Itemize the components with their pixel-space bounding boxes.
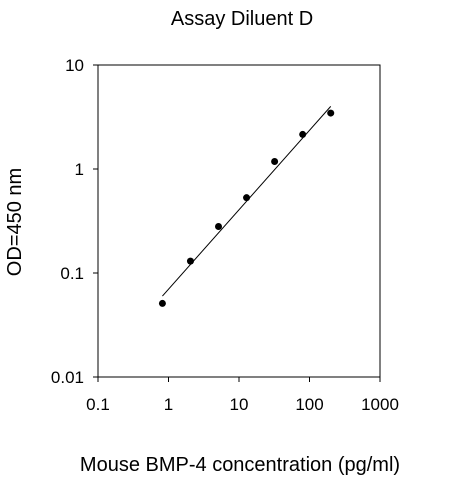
x-tick-label: 100	[295, 395, 323, 414]
x-tick-label: 1	[164, 395, 173, 414]
data-point	[158, 299, 166, 307]
chart-title: Assay Diluent D	[171, 8, 313, 30]
data-points	[158, 109, 335, 307]
x-tick-label: 1000	[361, 395, 399, 414]
data-point	[215, 222, 223, 230]
data-point	[243, 194, 251, 202]
x-tick-label: 10	[230, 395, 249, 414]
y-tick-label: 1	[75, 160, 84, 179]
plot-frame	[97, 64, 381, 378]
data-point	[186, 257, 194, 265]
x-tick-label: 0.1	[86, 395, 110, 414]
y-tick-label: 0.01	[51, 368, 84, 387]
y-axis-title: OD=450 nm	[4, 168, 26, 276]
x-axis: 0.1 1 10 100 1000	[86, 377, 399, 414]
data-point	[327, 109, 335, 117]
y-axis: 0.01 0.1 1 10	[51, 56, 98, 387]
y-tick-label: 10	[65, 56, 84, 75]
x-axis-title: Mouse BMP-4 concentration (pg/ml)	[80, 454, 400, 476]
data-point	[299, 130, 307, 138]
y-tick-label: 0.1	[60, 264, 84, 283]
data-point	[271, 158, 279, 166]
